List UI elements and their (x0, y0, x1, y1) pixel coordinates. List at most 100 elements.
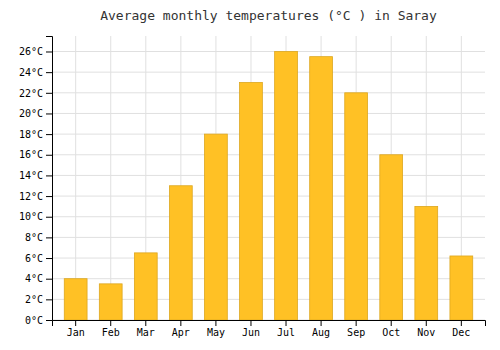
y-axis: 0°C 2°C 4°C 6°C 8°C 10°C 12°C 14°C 16°C 18°C 20°C 2… (19, 37, 53, 326)
y-tick-label: 2°C (25, 294, 43, 305)
x-tick-mark (180, 320, 181, 326)
grid-line-y (52, 175, 485, 176)
y-tick: 0°C (25, 315, 52, 326)
bar (99, 284, 122, 320)
x-tick: May (207, 320, 225, 338)
x-tick-mark (356, 320, 357, 326)
x-tick: Jun (242, 320, 260, 338)
bar (415, 206, 438, 320)
y-tick-label: 6°C (25, 253, 43, 264)
x-tick-label: Jul (277, 327, 295, 338)
x-tick-mark (110, 320, 111, 326)
y-tick: 8°C (25, 232, 52, 243)
y-tick-label: 18°C (19, 129, 43, 140)
x-tick-label: May (207, 327, 225, 338)
x-tick: Sep (347, 320, 365, 338)
grid-line-y (52, 92, 485, 93)
y-tick-mark (46, 299, 52, 300)
y-tick-label: 4°C (25, 273, 43, 284)
x-tick-mark (215, 320, 216, 326)
x-tick: Aug (312, 320, 330, 338)
plot-area: 0°C 2°C 4°C 6°C 8°C 10°C 12°C 14°C 16°C 18°C 20°C 2… (19, 36, 486, 338)
y-tick-label: 16°C (19, 149, 43, 160)
y-tick: 24°C (19, 67, 52, 78)
y-tick-label: 10°C (19, 211, 43, 222)
x-axis-line (53, 321, 486, 327)
x-tick: Jan (67, 320, 85, 338)
y-tick-mark (46, 134, 52, 135)
y-tick: 6°C (25, 253, 52, 264)
y-tick-mark (46, 258, 52, 259)
x-tick-mark (286, 320, 287, 326)
x-tick: Feb (102, 320, 120, 338)
grid-line-y (52, 134, 485, 135)
grid (52, 36, 485, 320)
x-tick-label: Apr (172, 327, 190, 338)
y-tick-label: 26°C (19, 46, 43, 57)
bar (310, 57, 333, 320)
chart-svg: 0°C 2°C 4°C 6°C 8°C 10°C 12°C 14°C 16°C 18°C 20°C 2… (0, 0, 500, 350)
x-tick-label: Feb (102, 327, 120, 338)
x-tick: Oct (382, 320, 400, 338)
x-tick: Nov (417, 320, 435, 338)
x-tick: Jul (277, 320, 295, 338)
bar (345, 93, 368, 320)
x-tick-mark (250, 320, 251, 326)
y-tick-label: 8°C (25, 232, 43, 243)
y-tick-mark (46, 51, 52, 52)
bar (169, 186, 192, 320)
x-tick-mark (391, 320, 392, 326)
grid-line-y (52, 72, 485, 73)
bar (275, 51, 298, 320)
bar (450, 256, 473, 320)
y-tick-label: 0°C (25, 315, 43, 326)
y-tick-mark (46, 320, 52, 321)
y-axis-line (46, 37, 53, 321)
x-tick-mark (321, 320, 322, 326)
y-tick-mark (46, 155, 52, 156)
y-tick: 22°C (19, 88, 52, 99)
x-tick-label: Jan (67, 327, 85, 338)
y-tick: 2°C (25, 294, 52, 305)
grid-line-x (75, 36, 76, 320)
bar (240, 82, 263, 320)
y-tick-mark (46, 93, 52, 94)
x-tick-mark (461, 320, 462, 326)
grid-line-y (52, 51, 485, 52)
grid-line-y (52, 196, 485, 197)
y-tick-label: 24°C (19, 67, 43, 78)
x-tick-mark (426, 320, 427, 326)
y-tick: 20°C (19, 108, 52, 119)
y-tick-label: 14°C (19, 170, 43, 181)
title: Average monthly temperatures (°C ) in Sa… (100, 8, 437, 23)
bar (64, 279, 87, 320)
x-axis: Jan Feb Mar Apr May Jun Jul Aug Sep Oct Nov Dec (53, 320, 486, 338)
grid-line-y (52, 154, 485, 155)
y-tick-label: 12°C (19, 191, 43, 202)
grid-line-x (110, 36, 111, 320)
y-tick-mark (46, 237, 52, 238)
y-tick-mark (46, 72, 52, 73)
x-tick: Mar (137, 320, 155, 338)
y-tick-mark (46, 113, 52, 114)
x-tick: Apr (172, 320, 190, 338)
y-tick: 12°C (19, 191, 52, 202)
x-tick-mark (75, 320, 76, 326)
x-tick-label: Mar (137, 327, 155, 338)
y-tick: 4°C (25, 273, 52, 284)
y-tick-mark (46, 175, 52, 176)
x-tick-label: Aug (312, 327, 330, 338)
y-tick: 18°C (19, 129, 52, 140)
y-tick-mark (46, 196, 52, 197)
x-tick: Dec (452, 320, 470, 338)
y-tick-label: 22°C (19, 88, 43, 99)
grid-line-y (52, 113, 485, 114)
y-tick-mark (46, 217, 52, 218)
y-tick-label: 20°C (19, 108, 43, 119)
y-tick: 14°C (19, 170, 52, 181)
y-tick: 16°C (19, 149, 52, 160)
x-tick-label: Dec (452, 327, 470, 338)
x-tick-label: Oct (382, 327, 400, 338)
x-tick-label: Jun (242, 327, 260, 338)
bar (134, 253, 157, 320)
